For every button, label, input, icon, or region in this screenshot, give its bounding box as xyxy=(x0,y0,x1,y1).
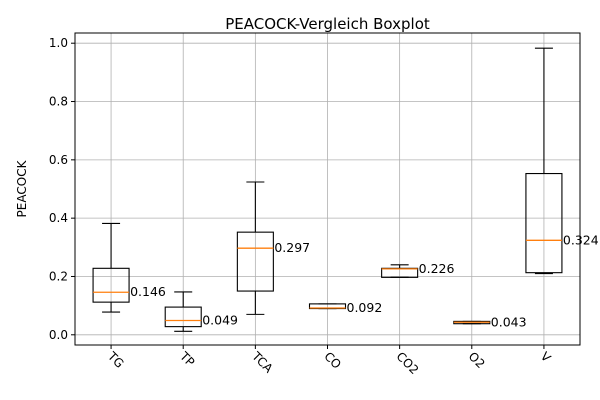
median-label: 0.297 xyxy=(274,240,310,255)
iqr-box xyxy=(92,267,130,303)
box-tca: 0.297 xyxy=(236,181,310,315)
box-co2: 0.226 xyxy=(381,261,455,278)
grid-layer xyxy=(75,33,580,345)
iqr-box xyxy=(525,172,563,274)
median-label: 0.092 xyxy=(347,300,383,315)
x-tick-label-o2: O2 xyxy=(466,349,488,371)
iqr-box xyxy=(164,306,202,328)
box-tg: 0.146 xyxy=(92,222,166,313)
y-tick-label: 0.8 xyxy=(49,95,68,109)
chart-title: PEACOCK-Vergleich Boxplot xyxy=(225,15,430,33)
box-co: 0.092 xyxy=(308,300,383,315)
median-label: 0.049 xyxy=(202,313,238,328)
median-label: 0.146 xyxy=(130,284,166,299)
iqr-box xyxy=(236,231,274,292)
x-tick-label-co: CO xyxy=(321,349,344,372)
box-layer: 0.146 0.049 0.297 0.092 0.226 0.043 0.324 xyxy=(92,47,599,332)
y-tick-label: 0.4 xyxy=(49,211,68,225)
x-tick-label-co2: CO2 xyxy=(394,349,422,377)
x-tick-label-v: V xyxy=(538,349,554,365)
median-label: 0.226 xyxy=(419,261,455,276)
box-o2: 0.043 xyxy=(453,314,527,329)
axis-layer: 0.0 0.2 0.4 0.6 0.8 1.0 TG TP TCA CO CO2 O2 V xyxy=(49,36,554,377)
box-tp: 0.049 xyxy=(164,291,238,332)
y-axis-label: PEACOCK xyxy=(15,159,29,217)
median-label: 0.324 xyxy=(563,232,599,247)
y-tick-label: 1.0 xyxy=(49,36,68,50)
median-label: 0.043 xyxy=(491,314,527,329)
y-tick-label: 0.6 xyxy=(49,153,68,167)
box-v: 0.324 xyxy=(525,47,599,275)
y-tick-label: 0.0 xyxy=(49,328,68,342)
x-tick-label-tp: TP xyxy=(176,349,197,370)
x-tick-label-tg: TG xyxy=(104,349,126,371)
x-tick-label-tca: TCA xyxy=(249,349,277,377)
y-tick-label: 0.2 xyxy=(49,269,68,283)
